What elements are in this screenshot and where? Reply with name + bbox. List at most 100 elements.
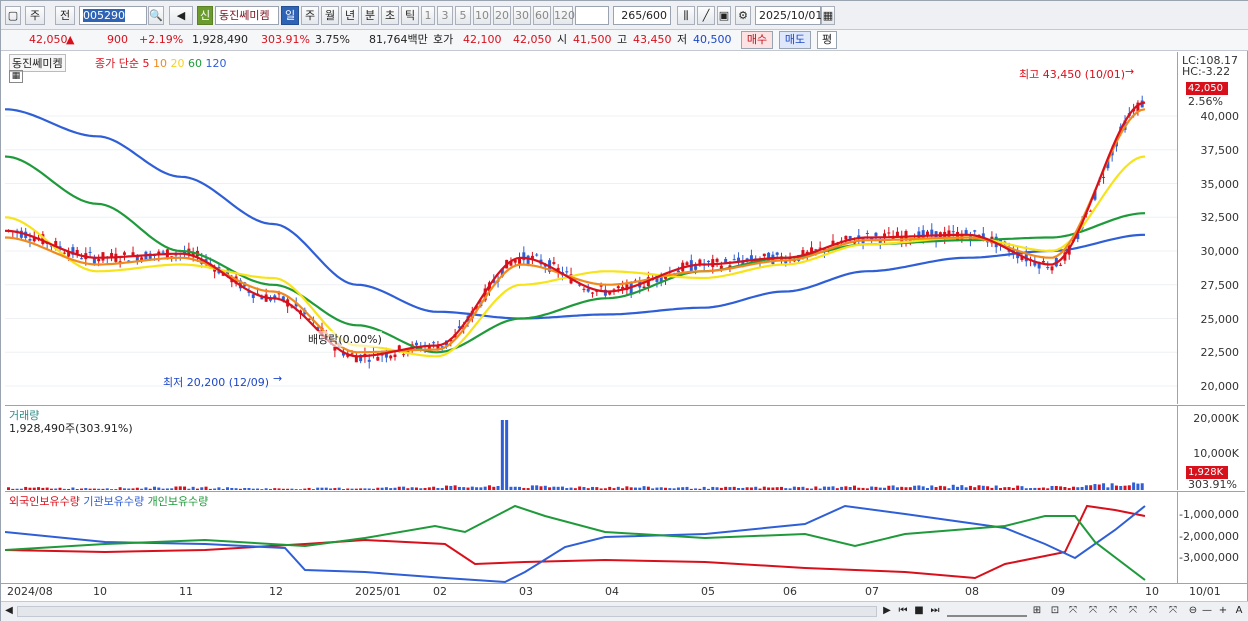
credit-tag[interactable]: 신	[197, 6, 213, 25]
candle-body	[97, 259, 101, 262]
period-second-button[interactable]: 초	[381, 6, 399, 25]
draw-tool-icon[interactable]: ╱	[697, 6, 715, 25]
volume-bar	[346, 488, 350, 490]
interval-5-button[interactable]: 5	[455, 6, 471, 25]
tool-icon-5[interactable]: ⤧	[1109, 605, 1117, 616]
scroll-right-icon[interactable]: ▶	[883, 605, 891, 616]
period-year-button[interactable]: 년	[341, 6, 359, 25]
candle-body	[664, 276, 668, 279]
period-minute-button[interactable]: 분	[361, 6, 379, 25]
display-count-field[interactable]: 265/600	[613, 6, 671, 25]
period-week-button[interactable]: 주	[301, 6, 319, 25]
period-tick-button[interactable]: 틱	[401, 6, 419, 25]
candle-body	[427, 345, 431, 351]
interval-1-button[interactable]: 1	[421, 6, 435, 25]
period-month-button[interactable]: 월	[321, 6, 339, 25]
volume-bar	[737, 487, 741, 490]
candle-body	[513, 259, 517, 263]
volume-bar	[37, 487, 41, 490]
volume-bar	[981, 485, 985, 490]
candle-body	[161, 251, 165, 253]
interval-3-button[interactable]: 3	[437, 6, 453, 25]
volume-bar	[612, 488, 616, 490]
zoom-out-icon[interactable]: ⊖	[1188, 605, 1198, 616]
volume-bar	[616, 486, 620, 490]
prev-stock-button[interactable]: 전	[55, 6, 75, 25]
candle-body	[1093, 190, 1097, 200]
tool-icon-2[interactable]: ⊡	[1050, 605, 1060, 616]
eval-button[interactable]: 평	[817, 31, 837, 49]
candle-body	[402, 354, 406, 356]
save-icon[interactable]: ▣	[717, 6, 731, 25]
interval-120-button[interactable]: 120	[553, 6, 575, 25]
candle-body	[831, 240, 835, 246]
candle-body	[745, 258, 749, 261]
window-menu-icon[interactable]: ▢	[5, 6, 21, 25]
date-input[interactable]: 2025/10/01	[755, 6, 822, 25]
holdings-chart-pane[interactable]: 외국인보유수량 기관보유수량 개인보유수량	[4, 491, 1177, 584]
volume-chart-pane[interactable]: 거래량 1,928,490주(303.91%)	[5, 405, 1177, 490]
period-day-button[interactable]: 일	[281, 6, 299, 25]
candle-type-icon[interactable]: ⫼	[677, 6, 695, 25]
hold-tick-3m: -3,000,000	[1179, 551, 1239, 564]
volume-bar	[114, 489, 118, 490]
volume-bar	[629, 487, 633, 490]
volume-bar	[341, 489, 345, 490]
interval-60-button[interactable]: 60	[533, 6, 551, 25]
volume-bar	[273, 488, 277, 490]
candle-body	[174, 254, 178, 256]
x-axis	[1, 583, 1248, 601]
tool-icon-1[interactable]: ⊞	[1032, 605, 1042, 616]
text-tool-icon[interactable]: A	[1235, 605, 1243, 616]
gear-icon[interactable]: ⚙	[735, 6, 751, 25]
interval-20-button[interactable]: 20	[493, 6, 511, 25]
sell-button[interactable]: 매도	[779, 31, 811, 49]
volume-bar	[221, 488, 225, 490]
volume-bar	[384, 487, 388, 490]
candle-body	[973, 230, 977, 232]
display-count-total: /600	[642, 9, 667, 22]
custom-interval-input[interactable]	[575, 6, 609, 25]
calendar-icon[interactable]: ▦	[821, 6, 835, 25]
volume-bar	[792, 486, 796, 490]
candle-body	[719, 265, 723, 270]
plus-icon[interactable]: +	[1218, 605, 1228, 616]
buy-button[interactable]: 매수	[741, 31, 773, 49]
candle-body	[393, 354, 397, 357]
tool-icon-6[interactable]: ⤧	[1129, 605, 1137, 616]
market-type-select[interactable]: 주	[25, 6, 45, 25]
volume-bar	[470, 486, 474, 490]
interval-30-button[interactable]: 30	[513, 6, 531, 25]
tool-icon-3[interactable]: ⤧	[1069, 605, 1077, 616]
candle-body	[19, 230, 23, 238]
volume-bar	[522, 487, 526, 490]
stock-code-input[interactable]: 005290	[79, 6, 147, 25]
volume-bar	[664, 487, 668, 490]
volume-bar	[350, 488, 354, 490]
sound-icon[interactable]: ◀	[169, 6, 193, 25]
candle-body	[376, 357, 380, 361]
rewind-icon[interactable]: ⏮	[898, 605, 908, 616]
x-label-12: 12	[269, 585, 283, 598]
candle-body	[294, 302, 298, 307]
grid-toggle-icon[interactable]: ▦	[9, 70, 23, 83]
fast-forward-icon[interactable]: ⏭	[930, 605, 940, 616]
candle-body	[62, 252, 66, 254]
stop-icon[interactable]: ■	[914, 605, 924, 616]
candle-body	[1041, 261, 1045, 263]
volume-bar	[711, 486, 715, 490]
tool-icon-4[interactable]: ⤧	[1089, 605, 1097, 616]
volume-bar	[436, 487, 440, 490]
last-volume-badge: 1,928K	[1186, 466, 1228, 479]
volume-bar	[191, 486, 195, 490]
scroll-left-icon[interactable]: ◀	[5, 605, 13, 616]
chart-scrollbar[interactable]	[17, 606, 877, 617]
volume-bar	[204, 486, 208, 490]
minus-icon[interactable]: —	[1202, 605, 1212, 616]
interval-10-button[interactable]: 10	[473, 6, 491, 25]
price-chart-pane[interactable]: 동진쎄미켐 종가 단순 5 10 20 60 120 ▦ 최고 43,450 (…	[4, 52, 1177, 404]
tool-icon-7[interactable]: ⤧	[1149, 605, 1157, 616]
search-icon[interactable]: 🔍	[148, 6, 164, 25]
zoom-slider[interactable]	[947, 606, 1027, 617]
tool-icon-8[interactable]: ⤧	[1169, 605, 1177, 616]
